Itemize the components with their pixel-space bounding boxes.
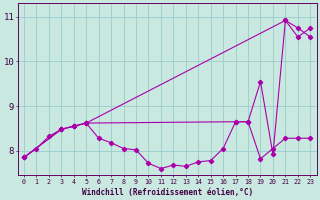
X-axis label: Windchill (Refroidissement éolien,°C): Windchill (Refroidissement éolien,°C) <box>82 188 253 197</box>
